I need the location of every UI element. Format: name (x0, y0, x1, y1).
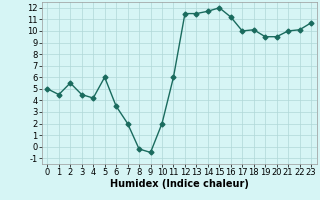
X-axis label: Humidex (Indice chaleur): Humidex (Indice chaleur) (110, 179, 249, 189)
